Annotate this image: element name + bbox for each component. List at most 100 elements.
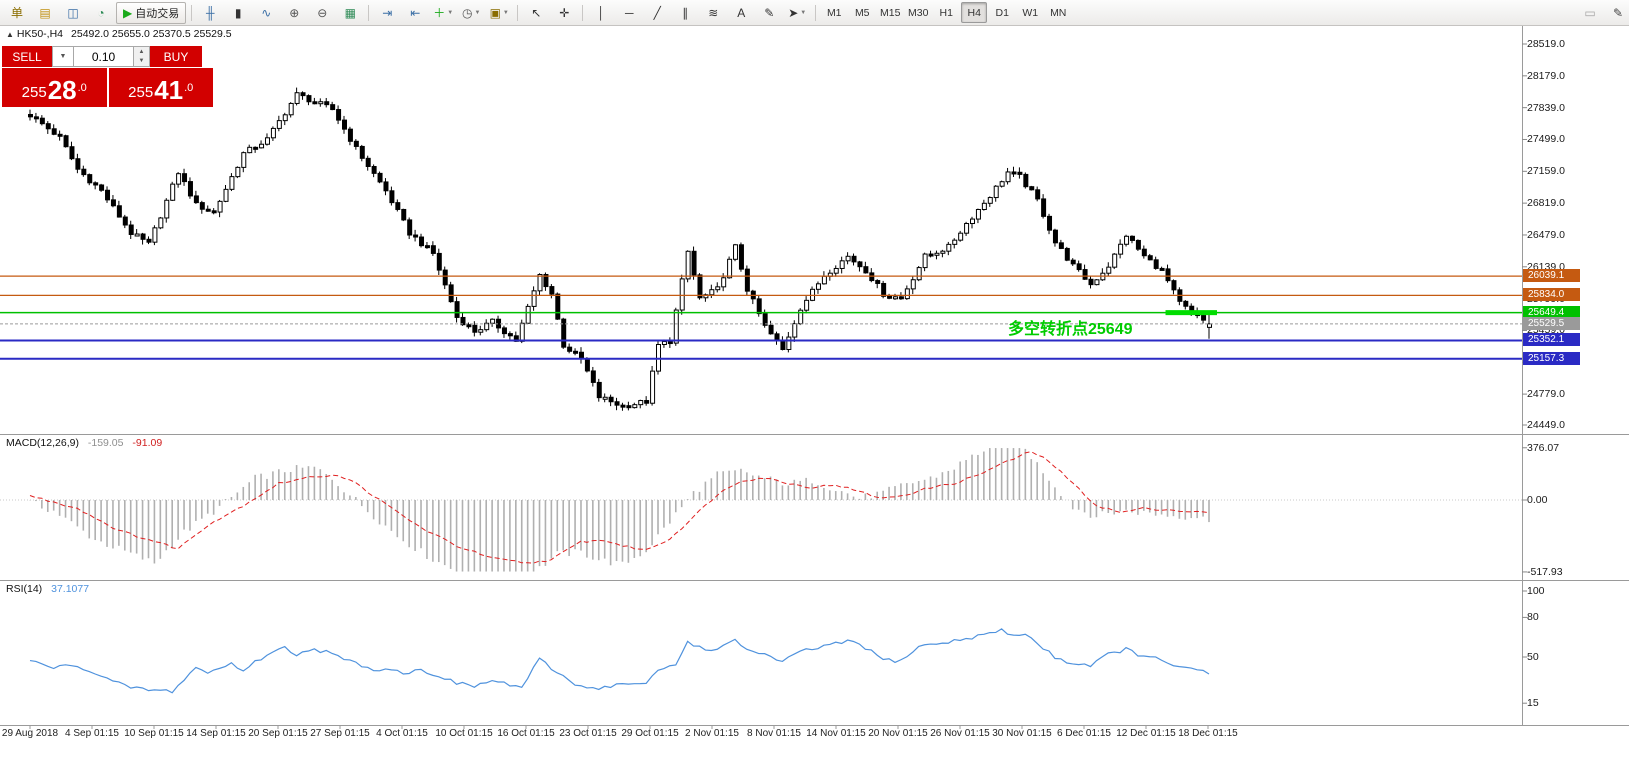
auto-scroll-button[interactable]: ⇥ xyxy=(374,2,400,24)
time-axis-label: 4 Sep 01:15 xyxy=(65,728,119,739)
tile-windows-button[interactable]: ▦ xyxy=(337,2,363,24)
price-axis-label: 28179.0 xyxy=(1527,69,1565,82)
line-chart-button[interactable]: ∿ xyxy=(253,2,279,24)
timeframe-h4-button[interactable]: H4 xyxy=(961,2,988,23)
data-window-button[interactable]: ◔ xyxy=(88,2,114,24)
price-axis-label: 24779.0 xyxy=(1527,388,1565,401)
buy-price-dec: .0 xyxy=(184,82,194,94)
autotrading-button-label: 自动交易 xyxy=(135,7,180,20)
vertical-line-icon: │ xyxy=(597,5,605,20)
rsi-indicator-header: RSI(14) 37.1077 xyxy=(6,583,89,595)
price-axis-label: 27159.0 xyxy=(1527,165,1565,178)
candles xyxy=(28,87,1212,411)
rsi-value: 37.1077 xyxy=(51,583,90,595)
time-axis-label: 16 Oct 01:15 xyxy=(497,728,555,739)
spinner-up-icon[interactable]: ▲ xyxy=(138,48,145,55)
time-axis-label: 10 Oct 01:15 xyxy=(435,728,493,739)
panel-frame xyxy=(0,25,1629,729)
charts-profile-button[interactable]: ▤ xyxy=(32,2,58,24)
buy-button[interactable]: 255 41.0 xyxy=(108,68,213,107)
timeframe-m1-button[interactable]: M1 xyxy=(826,6,842,19)
trendline-button[interactable]: ╱ xyxy=(644,2,670,24)
macd-axis-label: -517.93 xyxy=(1527,565,1563,578)
price-tag: 25834.0 xyxy=(1523,288,1580,302)
timeframe-mn-button[interactable]: MN xyxy=(1050,6,1067,19)
macd-panel xyxy=(0,448,1522,572)
macd-indicator-name: MACD(12,26,9) xyxy=(6,437,79,449)
periods-button[interactable]: ◷ ▼ xyxy=(458,2,484,24)
price-axis-label: 27839.0 xyxy=(1527,101,1565,114)
horizontal-line-icon: ─ xyxy=(624,5,634,20)
bar-chart-button[interactable]: ╫ xyxy=(197,2,223,24)
timeframe-m15-button[interactable]: M15 xyxy=(880,6,901,19)
fibonacci-button[interactable]: ≋ xyxy=(700,2,726,24)
time-axis-label: 4 Oct 01:15 xyxy=(376,728,428,739)
toolbar-extra-button[interactable]: ▭ xyxy=(1577,2,1603,24)
time-axis-label: 27 Sep 01:15 xyxy=(310,728,370,739)
arrows-button[interactable]: ➤ ▼ xyxy=(784,2,810,24)
zoom-in-icon: ⊕ xyxy=(289,5,300,20)
sell-label-button[interactable]: SELL xyxy=(2,46,52,67)
rsi-axis-label: 15 xyxy=(1527,697,1539,710)
toolbar-extra-icon: ▭ xyxy=(1584,5,1596,20)
autotrading-button[interactable]: ▶ 自动交易 xyxy=(116,1,187,24)
sell-price-dec: .0 xyxy=(77,82,87,94)
toolbar: 单 ▤ ◫ ◔ ▶ 自动交易 ╫ ▮ ∿ ⊕ ⊖ ▦ ⇥ ⇤ ＋ ▼ ◷ ▼ ▣ ▼ ↖ ✛ │ ─ ╱ ∥ ≋ A ✎ ➤ ▼ M1 M5 M1… xyxy=(0,0,1629,26)
dropdown-arrow-icon: ▼ xyxy=(800,9,807,16)
text-button[interactable]: A xyxy=(728,2,754,24)
channel-button[interactable]: ∥ xyxy=(672,2,698,24)
chart-shift-icon: ⇤ xyxy=(410,5,421,20)
price-tag: 25529.5 xyxy=(1523,316,1580,330)
toolbar-separator xyxy=(517,4,519,21)
templates-button[interactable]: ▣ ▼ xyxy=(486,2,512,24)
zoom-in-button[interactable]: ⊕ xyxy=(281,2,307,24)
vertical-line-button[interactable]: │ xyxy=(588,2,614,24)
channel-icon: ∥ xyxy=(682,5,689,20)
new-order-icon: 单 xyxy=(10,6,23,20)
time-axis-label: 14 Sep 01:15 xyxy=(186,728,246,739)
zoom-out-button[interactable]: ⊖ xyxy=(309,2,335,24)
toolbar-separator xyxy=(815,4,817,21)
periods-icon: ◷ xyxy=(462,5,473,20)
charts-profile-icon: ▤ xyxy=(39,5,51,20)
chart-collapse-arrow-icon[interactable]: ▲ xyxy=(6,30,14,39)
time-axis-label: 20 Sep 01:15 xyxy=(248,728,308,739)
macd-indicator-header: MACD(12,26,9) -159.05 -91.09 xyxy=(6,437,162,449)
text-label-button[interactable]: ✎ xyxy=(756,2,782,24)
new-order-button[interactable]: 单 xyxy=(4,2,30,24)
cursor-button[interactable]: ↖ xyxy=(523,2,549,24)
crosshair-icon: ✛ xyxy=(559,5,570,20)
time-scale[interactable] xyxy=(0,725,1522,745)
text-label-icon: ✎ xyxy=(764,5,775,20)
timeframe-h1-button[interactable]: H1 xyxy=(939,6,953,19)
horizontal-line-button[interactable]: ─ xyxy=(616,2,642,24)
dropdown-arrow-icon: ▼ xyxy=(447,9,454,16)
timeframe-m30-button[interactable]: M30 xyxy=(908,6,929,19)
price-scale[interactable] xyxy=(1522,25,1629,725)
dropdown-arrow-icon: ▼ xyxy=(474,9,481,16)
one-click-menu-button[interactable]: ▼ xyxy=(52,46,74,67)
price-axis-label: 27499.0 xyxy=(1527,133,1565,146)
timeframe-m5-button[interactable]: M5 xyxy=(854,6,870,19)
price-axis-label: 28519.0 xyxy=(1527,38,1565,50)
indicators-icon: ＋ xyxy=(433,6,446,20)
chart-shift-button[interactable]: ⇤ xyxy=(402,2,428,24)
candlestick-chart-button[interactable]: ▮ xyxy=(225,2,251,24)
buy-label-button[interactable]: BUY xyxy=(150,46,202,67)
cursor-icon: ↖ xyxy=(531,5,542,20)
volume-input[interactable] xyxy=(74,46,134,67)
spinner-down-icon[interactable]: ▼ xyxy=(138,58,145,65)
toolbar-edit-button[interactable]: ✎ xyxy=(1605,2,1629,24)
market-watch-button[interactable]: ◫ xyxy=(60,2,86,24)
price-tag: 26039.1 xyxy=(1523,269,1580,283)
crosshair-button[interactable]: ✛ xyxy=(551,2,577,24)
symbol-timeframe-label: HK50-,H4 xyxy=(16,28,64,40)
sell-button[interactable]: 255 28.0 xyxy=(2,68,107,107)
timeframe-d1-button[interactable]: D1 xyxy=(995,6,1009,19)
time-axis-label: 10 Sep 01:15 xyxy=(124,728,184,739)
price-levels xyxy=(0,275,1522,360)
data-window-icon: ◔ xyxy=(97,5,105,20)
indicators-button[interactable]: ＋ ▼ xyxy=(430,2,456,24)
timeframe-w1-button[interactable]: W1 xyxy=(1022,6,1039,19)
